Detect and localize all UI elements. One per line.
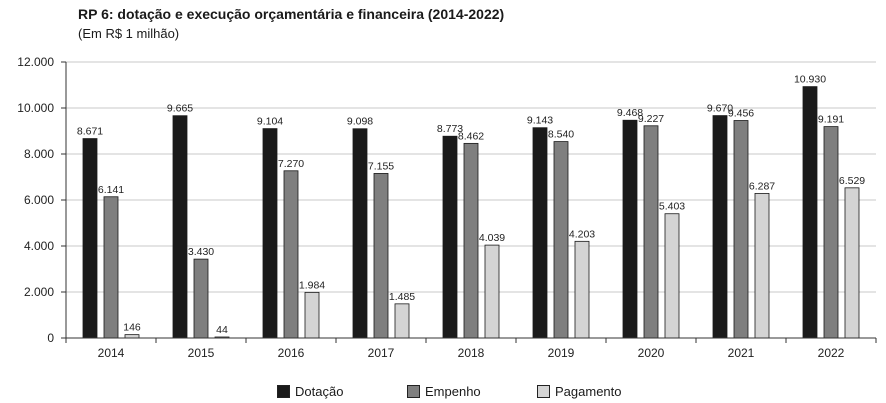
data-label: 9.143	[527, 115, 553, 127]
x-tick-label: 2019	[548, 346, 575, 360]
bar-empenho-2020	[643, 125, 659, 339]
legend-swatch-pagamento	[537, 385, 550, 398]
bar-empenho-2017	[373, 173, 389, 339]
legend-label-empenho: Empenho	[425, 384, 481, 399]
data-label: 9.227	[638, 113, 664, 125]
y-axis: 0 2.000 4.000 6.000 8.000 10.000 12.000	[17, 55, 67, 345]
bar-dotao-2021	[712, 115, 728, 339]
data-label: 44	[216, 324, 228, 336]
bar-dotao-2016	[262, 128, 278, 339]
bar-pagamento-2014	[124, 334, 140, 339]
bar-pagamento-2021	[754, 192, 770, 339]
legend-swatch-dotacao	[277, 385, 290, 398]
data-label: 6.287	[749, 180, 775, 192]
bar-pagamento-2016	[304, 291, 320, 339]
bar-empenho-2022	[823, 126, 839, 339]
data-label: 3.430	[188, 246, 214, 258]
chart-subtitle: (Em R$ 1 milhão)	[78, 26, 180, 41]
bar-pagamento-2019	[574, 240, 590, 339]
y-tick-label: 6.000	[24, 193, 54, 207]
data-label: 7.155	[368, 160, 394, 172]
bar-chart: 0 2.000 4.000 6.000 8.000 10.000 12.000 8.671 6…	[17, 55, 877, 360]
x-tick-label: 2016	[278, 346, 305, 360]
bars: 8.671 6.141 146 9.665 3.430 44 9.104 7.270 1.984…	[77, 74, 865, 339]
data-label: 9.468	[617, 107, 643, 119]
x-tick-label: 2014	[98, 346, 125, 360]
legend: Dotação Empenho Pagamento	[0, 384, 886, 402]
bar-empenho-2016	[283, 170, 299, 339]
legend-label-dotacao: Dotação	[295, 384, 344, 399]
legend-item-pagamento: Pagamento	[537, 384, 622, 399]
bar-dotao-2019	[532, 127, 548, 339]
data-label: 9.191	[818, 114, 844, 126]
bar-empenho-2019	[553, 141, 569, 339]
bar-empenho-2014	[103, 196, 119, 339]
x-tick-label: 2020	[638, 346, 665, 360]
data-label: 4.039	[479, 232, 505, 244]
bar-pagamento-2020	[664, 213, 680, 339]
bar-dotao-2015	[172, 115, 188, 339]
bar-empenho-2021	[733, 120, 749, 339]
data-label: 8.671	[77, 126, 103, 138]
bar-empenho-2018	[463, 142, 479, 339]
data-label: 9.665	[167, 103, 193, 115]
legend-swatch-empenho	[407, 385, 420, 398]
data-label: 9.670	[707, 103, 733, 115]
y-tick-label: 8.000	[24, 147, 54, 161]
data-label: 6.141	[98, 184, 124, 196]
chart-title: RP 6: dotação e execução orçamentária e …	[78, 6, 505, 22]
y-tick-label: 2.000	[24, 285, 54, 299]
data-label: 8.462	[458, 130, 484, 142]
bar-empenho-2015	[193, 258, 209, 339]
data-label: 1.485	[389, 291, 415, 303]
y-tick-label: 4.000	[24, 239, 54, 253]
data-label: 4.203	[569, 228, 595, 240]
data-label: 9.456	[728, 108, 754, 120]
bar-dotao-2014	[82, 138, 98, 339]
bar-dotao-2020	[622, 119, 638, 339]
x-tick-label: 2018	[458, 346, 485, 360]
data-label: 6.529	[839, 175, 865, 187]
bar-pagamento-2017	[394, 303, 410, 339]
bar-dotao-2022	[802, 86, 818, 339]
legend-item-dotacao: Dotação	[277, 384, 343, 399]
legend-item-empenho: Empenho	[407, 384, 481, 399]
y-tick-label: 0	[47, 331, 54, 345]
x-tick-label: 2015	[188, 346, 215, 360]
data-label: 9.104	[257, 116, 283, 128]
data-label: 7.270	[278, 158, 304, 170]
data-label: 8.773	[437, 123, 463, 135]
y-tick-label: 10.000	[17, 101, 54, 115]
data-label: 8.540	[548, 129, 574, 141]
bar-pagamento-2022	[844, 187, 860, 339]
x-tick-label: 2021	[728, 346, 755, 360]
data-label: 5.403	[659, 201, 685, 213]
data-label: 146	[123, 322, 141, 334]
x-tick-label: 2017	[368, 346, 395, 360]
bar-dotao-2018	[442, 135, 458, 339]
data-label: 1.984	[299, 279, 325, 291]
data-label: 9.098	[347, 116, 373, 128]
x-axis: 2014 2015 2016 2017 2018 2019 2020 2021 2022	[65, 337, 877, 360]
x-tick-label: 2022	[818, 346, 845, 360]
y-tick-label: 12.000	[17, 55, 54, 69]
bar-dotao-2017	[352, 128, 368, 339]
data-label: 10.930	[794, 74, 826, 86]
legend-label-pagamento: Pagamento	[555, 384, 622, 399]
bar-pagamento-2018	[484, 244, 500, 339]
